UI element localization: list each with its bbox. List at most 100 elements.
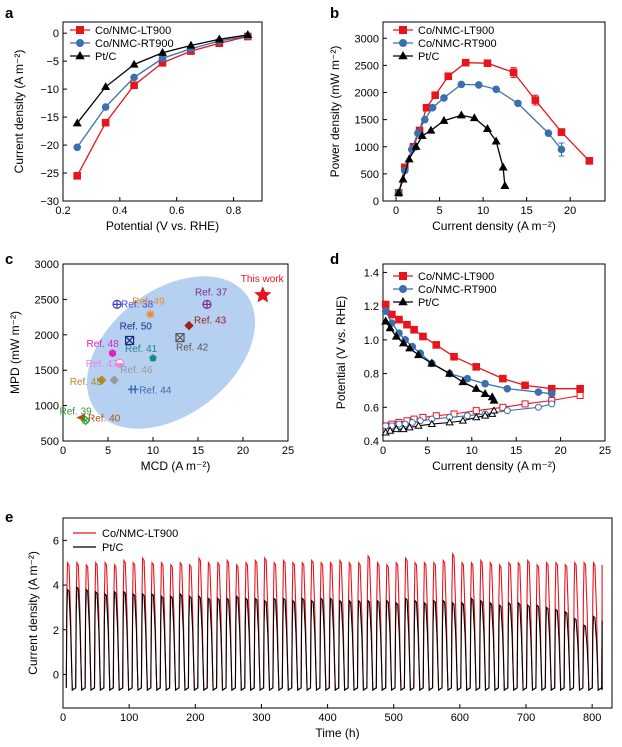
panel-d: 0 5 10 15 20 25 0.4 0.6 0.8 1.0 1.2 1.4 Current dens…	[330, 251, 611, 473]
data-point	[489, 395, 499, 404]
point-label: Ref. 38	[121, 299, 154, 310]
y-tick-label: −5	[46, 56, 59, 68]
data-point	[130, 81, 138, 90]
point-label: Ref. 41	[125, 344, 158, 355]
panel-c: 0 5 10 15 20 25 500 1000 1500 2000 2500 3000 MCD (A …	[5, 251, 294, 473]
point-label: Ref. 42	[176, 343, 209, 354]
y-tick-label: −15	[40, 112, 59, 124]
legend-marker	[75, 50, 85, 60]
panel-a: 0.2 0.4 0.6 0.8 0 −5 −10 −15 −20 −25 −30 Potential …	[5, 5, 263, 233]
x-tick-label: 15	[521, 205, 533, 217]
marker-outline	[80, 415, 91, 426]
legend-label: Co/NMC-LT900	[418, 25, 494, 37]
data-point	[186, 40, 196, 49]
marker-cross	[113, 300, 121, 309]
anode-point	[489, 406, 499, 414]
x-tick-label: 0	[393, 205, 399, 217]
anode-point	[408, 418, 416, 426]
x-tick-label: 0.6	[169, 205, 184, 217]
marker-outline	[175, 333, 185, 343]
data-point	[461, 58, 470, 67]
legend-label: Pt/C	[418, 297, 439, 309]
marker-cross	[203, 300, 211, 309]
y-tick-label: 0.4	[364, 436, 379, 448]
data-point	[115, 358, 125, 368]
point-label: Ref. 37	[195, 287, 228, 298]
point-label: Ref. 39	[60, 406, 93, 417]
x-tick-label: 800	[583, 712, 601, 724]
data-point	[398, 338, 408, 347]
point-label: Ref. 47	[86, 359, 119, 370]
x-tick-label: 0	[60, 445, 66, 457]
data-point	[101, 118, 110, 127]
point-label: Ref. 46	[120, 365, 153, 376]
y-tick-label: 2500	[35, 294, 59, 306]
x-tick-label: 20	[564, 205, 576, 217]
marker-cross	[125, 336, 135, 345]
data-point	[474, 81, 483, 89]
y-axis-label: Current density (A m⁻²)	[12, 50, 26, 174]
data-point	[381, 300, 390, 309]
anode-point	[414, 421, 423, 429]
x-tick-label: 600	[451, 712, 469, 724]
data-point	[101, 103, 110, 111]
data-point	[439, 115, 449, 124]
y-tick-label: 2000	[35, 330, 59, 342]
y-tick-label: 1.2	[364, 301, 379, 313]
x-axis-label: Current density (A m⁻²)	[432, 219, 556, 233]
y-axis-label: Current density (A m⁻²)	[26, 551, 40, 675]
legend-label: Pt/C	[95, 51, 116, 63]
anode-point	[534, 403, 542, 411]
anode-point	[576, 391, 584, 399]
y-tick-label: 0	[53, 669, 59, 681]
data-point	[158, 47, 167, 56]
data-point	[254, 286, 272, 303]
legend-marker	[398, 296, 408, 306]
x-tick-label: 0	[60, 712, 66, 724]
data-point	[112, 299, 122, 309]
x-axis-label: Potential (V vs. RHE)	[106, 219, 219, 233]
y-tick-label: −30	[40, 196, 59, 208]
data-point	[72, 118, 82, 127]
y-tick-label: 1500	[355, 115, 379, 127]
data-point	[394, 188, 404, 197]
x-tick-label: 400	[318, 712, 336, 724]
y-tick-label: 3000	[35, 259, 59, 271]
data-point	[450, 352, 458, 361]
anode-point	[458, 416, 468, 424]
panel-e: 0 100 200 300 400 500 600 700 800 0 2 4 6 Time (h) Cur…	[5, 509, 613, 740]
data-point	[426, 125, 436, 134]
y-tick-label: 500	[361, 169, 379, 181]
legend-marker	[399, 39, 407, 47]
data-point	[482, 124, 492, 132]
anode-point	[480, 411, 490, 419]
anode-point	[399, 424, 408, 433]
legend-label: Co/NMC-LT900	[418, 271, 494, 283]
x-tick-label: 10	[147, 445, 159, 457]
data-point	[492, 85, 500, 94]
data-point	[73, 143, 82, 152]
legend-label: Co/NMC-RT900	[95, 38, 174, 50]
point-label: This work	[241, 274, 285, 285]
data-point	[471, 383, 481, 392]
data-point	[531, 96, 540, 104]
y-tick-label: 0	[53, 28, 59, 40]
data-point	[146, 310, 155, 319]
data-point	[557, 145, 566, 154]
anode-point	[385, 426, 395, 434]
data-point	[481, 379, 489, 388]
data-point	[498, 162, 508, 171]
data-point	[101, 82, 111, 91]
y-tick-label: 0	[373, 196, 379, 208]
data-point	[149, 354, 157, 362]
data-point	[457, 80, 466, 89]
data-point	[514, 99, 522, 108]
data-point	[547, 390, 556, 398]
y-tick-label: 1.4	[364, 267, 379, 279]
data-point	[405, 343, 415, 352]
data-point	[472, 363, 481, 371]
plot-frame	[62, 517, 613, 709]
x-axis-label: Time (h)	[315, 726, 359, 740]
marker-cross	[175, 333, 185, 343]
data-point	[509, 68, 518, 77]
